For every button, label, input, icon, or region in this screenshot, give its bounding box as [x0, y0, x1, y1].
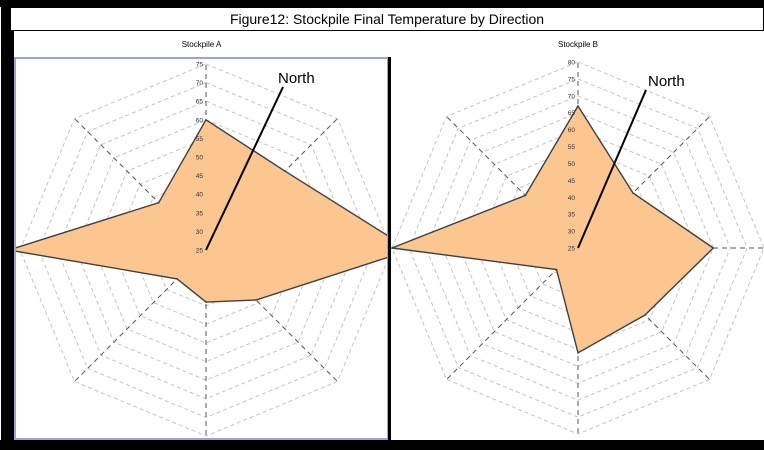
- tick-label-b-2: 35: [568, 212, 576, 219]
- grid-ring-a-10: [19, 63, 387, 437]
- data-point-b-N: [577, 105, 579, 107]
- grid-ring-b-9: [425, 95, 731, 401]
- grid-ring-b-7: [459, 129, 697, 367]
- data-point-b-SW: [555, 268, 558, 271]
- tick-label-a-9: 70: [196, 80, 204, 87]
- data-point-b-SE: [644, 314, 646, 316]
- tick-label-a-5: 50: [196, 155, 204, 162]
- north-label-a: North: [278, 70, 315, 87]
- radar-chart-b: 25 30 35 40 45 50 55 60 65 70 75 80 North: [391, 57, 764, 440]
- tick-label-a-1: 30: [196, 229, 204, 236]
- data-point-a-NE: [284, 170, 286, 172]
- data-point-a-SW: [176, 278, 178, 280]
- tick-label-b-8: 65: [568, 110, 576, 117]
- data-point-a-NW: [157, 201, 160, 204]
- tick-label-b-6: 55: [568, 144, 576, 151]
- tick-label-a-2: 35: [196, 210, 204, 217]
- series-area-b: [391, 104, 715, 354]
- grid-ring-b-10: [408, 78, 748, 418]
- tick-label-b-9: 70: [568, 93, 576, 100]
- radar-chart-b-svg: 25 30 35 40 45 50 55 60 65 70 75 80 North: [391, 60, 764, 435]
- data-point-a-N: [205, 119, 207, 121]
- tick-label-b-3: 40: [568, 195, 576, 202]
- data-point-a-SE: [255, 299, 257, 301]
- data-point-b-S: [577, 352, 579, 354]
- tick-label-b-0: 25: [568, 246, 576, 253]
- tick-label-b-4: 45: [568, 178, 576, 185]
- panel-b-title: Stockpile B: [392, 31, 764, 55]
- data-point-b-NE: [632, 192, 634, 194]
- tick-label-a-8: 65: [196, 99, 204, 106]
- tick-label-a-6: 55: [196, 136, 204, 143]
- radar-chart-a: 25 30 35 40 45 50 55 60 65 70 75 North: [14, 57, 389, 440]
- panel-divider: [388, 57, 391, 440]
- tick-label-b-11: 80: [568, 60, 576, 67]
- north-label-b: North: [648, 73, 685, 90]
- tick-label-a-7: 60: [196, 117, 204, 124]
- tick-label-a-10: 75: [196, 62, 204, 69]
- tick-label-b-10: 75: [568, 76, 576, 83]
- tick-label-b-1: 30: [568, 229, 576, 236]
- north-arrow-b: [577, 89, 647, 249]
- tick-label-a-4: 45: [196, 173, 204, 180]
- panel-a-title: Stockpile A: [14, 31, 389, 55]
- data-point-b-E: [712, 247, 715, 249]
- data-point-b-NW: [524, 194, 527, 197]
- tick-labels-a: 25 30 35 40 45 50 55 60 65 70 75: [196, 62, 204, 255]
- grid-ring-a-9: [38, 82, 374, 418]
- tick-label-a-3: 40: [196, 192, 204, 199]
- figure-title: Figure12: Stockpile Final Temperature by…: [10, 7, 764, 31]
- data-point-b-W: [391, 247, 393, 249]
- grid-ring-b-11: [391, 61, 764, 435]
- tick-label-a-0: 25: [196, 248, 204, 255]
- tick-label-b-5: 50: [568, 161, 576, 168]
- tick-label-b-7: 60: [568, 127, 576, 134]
- tick-labels-b: 25 30 35 40 45 50 55 60 65 70 75 80: [568, 60, 576, 253]
- data-point-a-S: [205, 301, 207, 303]
- north-arrow-a: [205, 86, 284, 251]
- radar-chart-a-svg: 25 30 35 40 45 50 55 60 65 70 75 North: [16, 62, 387, 437]
